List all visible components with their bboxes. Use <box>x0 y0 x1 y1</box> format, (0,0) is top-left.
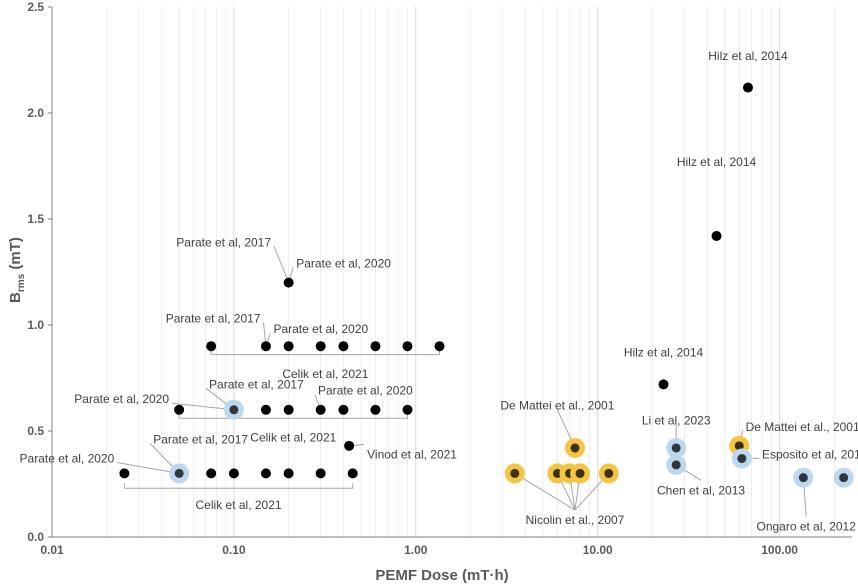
annotation-label: Parate et al, 2017 <box>166 312 261 326</box>
y-axis-title-sub: rms <box>16 273 27 292</box>
data-points <box>119 82 854 488</box>
y-tick-label: 0.5 <box>27 424 44 438</box>
annotation-label: Parate et al, 2020 <box>74 392 169 406</box>
gridlines <box>106 7 835 537</box>
leader-line <box>273 246 290 283</box>
annotation-label: Hilz et al, 2014 <box>677 155 757 169</box>
data-point <box>798 473 808 483</box>
annotation-labels: Celik et al, 2021 Celik et al, 2021 Celik … <box>20 49 858 534</box>
leader-line <box>117 462 180 474</box>
data-point <box>315 468 326 479</box>
annotation-label: Parate et al, 2020 <box>273 322 368 336</box>
data-point <box>734 441 744 451</box>
annotation-label: De Mattei et al., 2001 <box>746 420 858 434</box>
annotation-label: Parate et al, 2020 <box>296 257 391 271</box>
bracket-group <box>123 349 441 489</box>
data-point <box>206 341 217 352</box>
data-point <box>570 443 580 453</box>
data-point <box>260 341 271 352</box>
celik-bracket <box>123 483 354 489</box>
y-axis-title-unit: (mT) <box>7 237 24 274</box>
annotation-label: Parate et al, 2020 <box>20 452 115 466</box>
data-point <box>174 404 185 415</box>
y-tick-label: 1.5 <box>27 212 44 226</box>
data-point <box>283 404 294 415</box>
y-axis-title-main: B <box>7 292 24 303</box>
y-tick-label: 1.0 <box>27 318 44 332</box>
bracket-label: Celik et al, 2021 <box>250 430 336 444</box>
data-point <box>344 440 355 451</box>
data-point <box>174 468 184 478</box>
annotation-label: Vinod et al, 2021 <box>367 447 457 461</box>
tick-labels: 0.0 0.5 1.0 1.5 2.0 2.5 0.01 0.10 1.00 10.00 100.0… <box>27 0 798 557</box>
data-point <box>742 82 753 93</box>
axes <box>48 6 852 538</box>
x-tick-label: 0.10 <box>222 543 246 557</box>
data-point <box>119 468 130 479</box>
nicolin-label: Nicolin et al., 2007 <box>526 513 625 527</box>
annotation-label: Parate et al, 2017 <box>153 432 248 446</box>
data-point <box>315 404 326 415</box>
data-point <box>347 468 358 479</box>
data-point <box>229 405 239 415</box>
y-tick-label: 2.0 <box>27 106 44 120</box>
data-point <box>402 404 413 415</box>
annotation-label: Hilz et al, 2014 <box>624 346 704 360</box>
leader-lines <box>117 246 807 517</box>
data-point <box>402 341 413 352</box>
annotation-label: Esposito et al, 2013 <box>762 447 858 461</box>
data-point <box>283 277 294 288</box>
x-tick-label: 100.00 <box>761 543 798 557</box>
celik-bracket <box>210 349 441 356</box>
data-point <box>839 473 849 483</box>
annotation-label: Parate et al, 2017 <box>209 377 304 391</box>
annotation-label: Parate et al, 2017 <box>176 235 271 249</box>
leader-line <box>171 402 234 411</box>
data-point <box>283 341 294 352</box>
annotation-label: Chen et al, 2013 <box>657 483 745 497</box>
data-point <box>228 468 239 479</box>
data-point <box>604 468 614 478</box>
annotation-label: De Mattei et al., 2001 <box>500 399 614 413</box>
bracket-label: Celik et al, 2021 <box>196 498 282 512</box>
data-point <box>671 443 681 453</box>
data-point <box>658 379 669 390</box>
data-point <box>315 341 326 352</box>
annotation-label: Parate et al, 2020 <box>318 384 413 398</box>
data-point <box>575 468 585 478</box>
annotation-label: Hilz et al, 2014 <box>708 49 788 63</box>
data-point <box>370 404 381 415</box>
data-point <box>671 460 681 470</box>
data-point <box>552 468 562 478</box>
data-point <box>510 468 520 478</box>
data-point <box>283 468 294 479</box>
x-axis-title: PEMF Dose (mT·h) <box>375 567 508 584</box>
x-tick-label: 10.00 <box>583 543 613 557</box>
x-tick-label: 1.00 <box>404 543 428 557</box>
data-point <box>206 468 217 479</box>
data-point <box>370 341 381 352</box>
y-tick-label: 2.5 <box>27 0 44 14</box>
x-tick-label: 0.01 <box>40 543 64 557</box>
data-point <box>737 454 747 464</box>
data-point <box>338 404 349 415</box>
celik-bracket <box>178 413 408 419</box>
annotation-label: Li et al, 2023 <box>642 413 711 427</box>
data-point <box>434 341 445 352</box>
y-tick-label: 0.0 <box>27 530 44 544</box>
data-point <box>260 468 271 479</box>
bracket-label: Celik et al, 2021 <box>282 367 368 381</box>
data-point <box>711 230 722 241</box>
y-axis-title: Brms (mT) <box>7 237 27 303</box>
nicolin-leader <box>514 472 576 511</box>
annotation-label: Ongaro et al, 2012 <box>756 519 856 533</box>
data-point <box>260 404 271 415</box>
data-point <box>338 341 349 352</box>
